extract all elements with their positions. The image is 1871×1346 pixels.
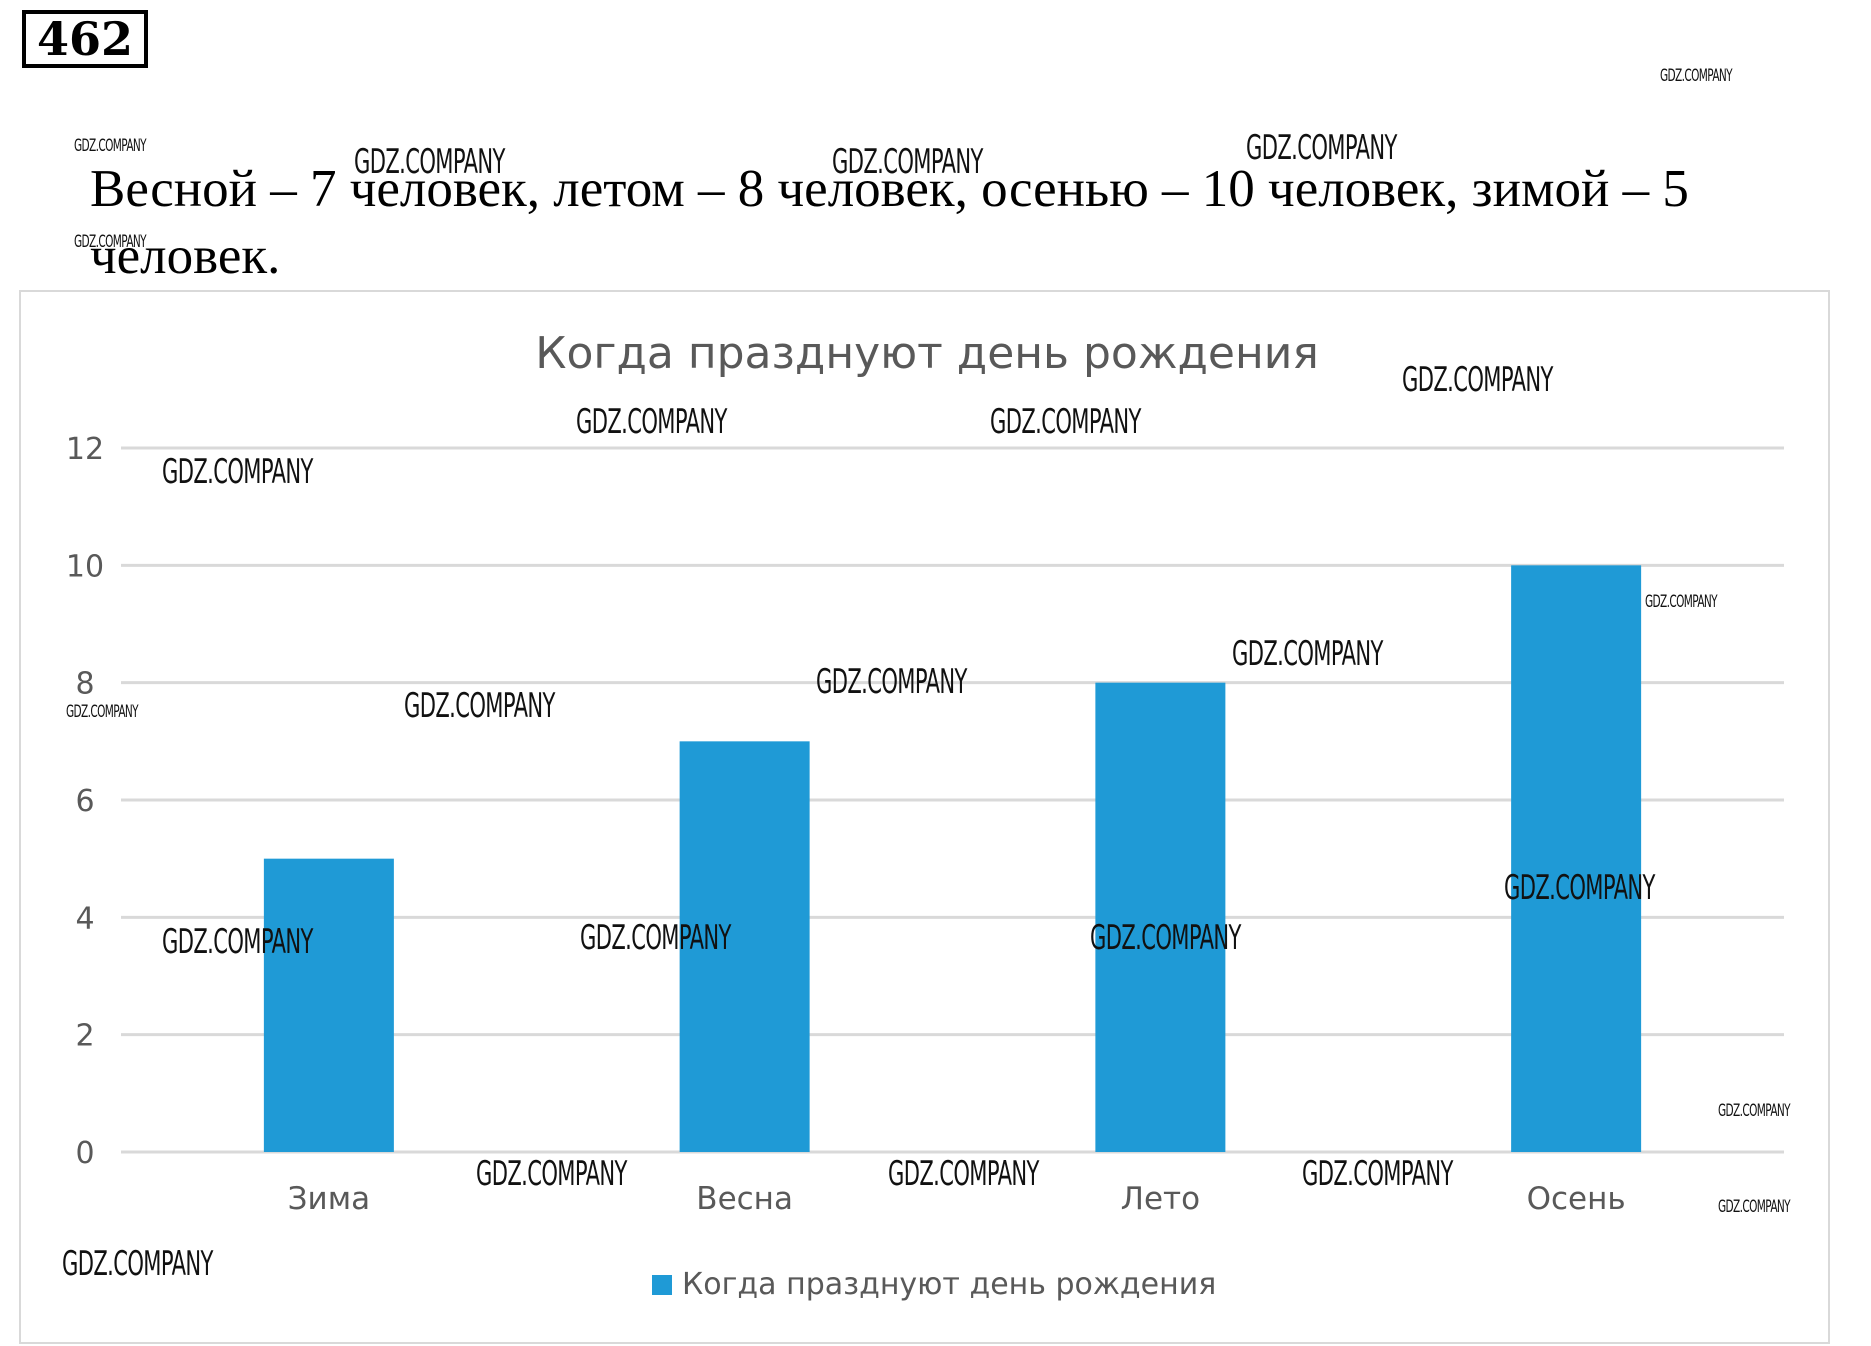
bar [1095,682,1226,1152]
chart-frame: Когда празднуют день рождения 0 2 4 6 8 10 12 Зи… [19,290,1830,1344]
answer-text: Весной – 7 человек, летом – 8 человек, о… [90,160,1689,285]
chart-title: Когда празднуют день рождения [535,328,1319,379]
x-tick-label: Лето [1121,1181,1200,1217]
watermark: GDZ.COMPANY [1660,66,1733,86]
watermark: GDZ.COMPANY [404,686,555,726]
watermark: GDZ.COMPANY [832,142,983,182]
watermark: GDZ.COMPANY [580,918,731,958]
watermark: GDZ.COMPANY [1090,918,1241,958]
watermark: GDZ.COMPANY [1504,868,1655,908]
watermark: GDZ.COMPANY [1402,360,1553,400]
watermark: GDZ.COMPANY [162,452,313,492]
y-tick-label: 12 [66,432,104,467]
watermark: GDZ.COMPANY [74,136,147,156]
watermark: GDZ.COMPANY [1718,1101,1791,1121]
legend-label: Когда празднуют день рождения [682,1267,1216,1302]
bar [1511,565,1642,1152]
watermark: GDZ.COMPANY [576,402,727,442]
watermark: GDZ.COMPANY [1645,592,1718,612]
watermark: GDZ.COMPANY [62,1244,213,1284]
x-tick-label: Зима [288,1181,370,1217]
y-tick-label: 8 [75,667,94,702]
y-tick-label: 6 [75,784,94,819]
watermark: GDZ.COMPANY [74,232,147,252]
watermark: GDZ.COMPANY [66,702,139,722]
x-tick-label: Весна [696,1181,793,1217]
watermark: GDZ.COMPANY [990,402,1141,442]
watermark: GDZ.COMPANY [162,922,313,962]
watermark: GDZ.COMPANY [1232,634,1383,674]
y-tick-label: 4 [75,901,94,936]
bar-chart: Когда празднуют день рождения 0 2 4 6 8 10 12 Зи… [66,328,1784,1302]
problem-number: 462 [22,10,148,68]
bar [679,741,810,1152]
watermark: GDZ.COMPANY [354,142,505,182]
y-tick-label: 10 [66,549,104,584]
legend-swatch [652,1275,672,1295]
bar [263,858,394,1152]
x-tick-label: Осень [1527,1181,1626,1217]
watermark: GDZ.COMPANY [476,1154,627,1194]
watermark: GDZ.COMPANY [1718,1197,1791,1217]
y-tick-label: 2 [75,1019,94,1054]
watermark: GDZ.COMPANY [888,1154,1039,1194]
watermark: GDZ.COMPANY [1302,1154,1453,1194]
watermark: GDZ.COMPANY [1246,128,1397,168]
watermark: GDZ.COMPANY [816,662,967,702]
y-tick-label: 0 [75,1136,94,1171]
